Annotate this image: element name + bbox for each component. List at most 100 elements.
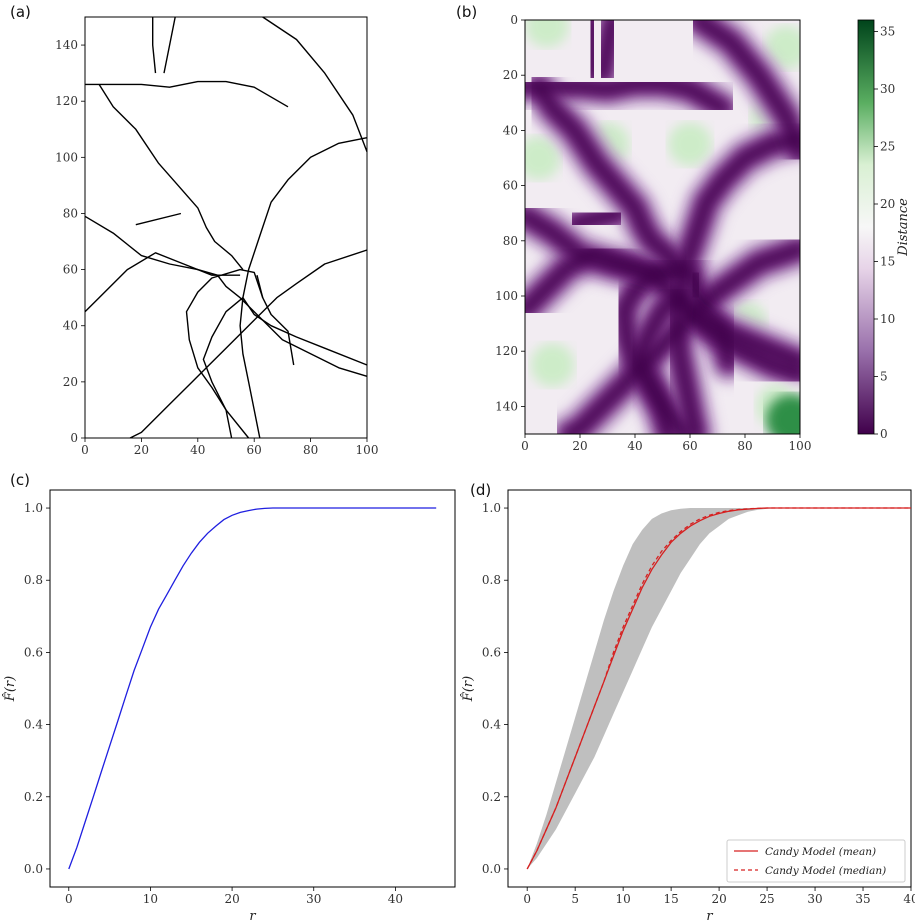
crack-segment [98, 84, 244, 271]
crack-segment [202, 297, 368, 439]
panel-label-c: (c) [10, 471, 30, 489]
x-tick-label: 40 [903, 892, 915, 906]
crack-segment [262, 16, 368, 152]
colorbar-tick-label: 30 [880, 82, 895, 96]
heatmap-ridge [586, 20, 599, 81]
heatmap-ridge [687, 268, 704, 301]
heatmap-ridge [569, 208, 624, 230]
x-tick-label: 0 [81, 443, 89, 457]
y-tick-label: 0.6 [482, 645, 501, 659]
crack-segment [185, 268, 295, 439]
colorbar-tick-label: 20 [880, 197, 895, 211]
y-tick-label: 0.2 [24, 790, 43, 804]
x-tick-label: 40 [190, 443, 205, 457]
heatmap-far-patch [668, 122, 712, 167]
crack-segment [129, 249, 368, 439]
y-tick-label: 20 [63, 375, 78, 389]
y-tick-label: 140 [55, 38, 78, 52]
y-tick-label: 1.0 [24, 501, 43, 515]
x-axis-label: r [706, 909, 713, 924]
x-tick-label: 100 [356, 443, 379, 457]
x-tick-label: 5 [571, 892, 579, 906]
heatmap-layer [525, 20, 800, 434]
x-tick-label: 80 [737, 439, 752, 453]
heatmap-peak [765, 394, 800, 434]
panel-d-chart: 0 5 10 15 20 25 30 35 40 0.0 0.2 0.4 0.6 0.8 1.0 r F̂(r) [460, 489, 915, 924]
crack-segment [256, 275, 264, 298]
plot-frame [524, 19, 801, 435]
heatmap-ridge [525, 78, 728, 114]
crack-segment [163, 16, 176, 74]
y-tick-label: 0.0 [24, 862, 43, 876]
y-tick-label: 0.8 [24, 573, 43, 587]
x-tick-label: 100 [789, 439, 812, 453]
y-tick-label: 40 [63, 319, 78, 333]
y-axis-label: F̂(r) [2, 676, 18, 702]
colorbar-tick-label: 15 [880, 255, 895, 269]
heatmap-ridge [533, 81, 684, 274]
x-tick-label: 10 [616, 892, 631, 906]
panel-b-distance-map: 0 20 40 60 80 100 0 20 40 60 80 100 120 140 [495, 13, 812, 453]
heatmap-ridge [597, 20, 618, 81]
x-tick-label: 0 [65, 892, 73, 906]
crack-segment [239, 137, 368, 439]
y-tick-label: 60 [63, 263, 78, 277]
crack-segment [84, 252, 241, 313]
y-tick-label: 100 [55, 150, 78, 164]
legend-entry-median: Candy Model (median) [765, 865, 886, 877]
x-tick-label: 15 [663, 892, 678, 906]
crack-segment [152, 17, 157, 74]
heatmap-ridge [693, 20, 800, 158]
y-tick-label: 120 [495, 344, 518, 358]
panel-c-chart: 0 10 20 30 40 0.0 0.2 0.4 0.6 0.8 1.0 r F̂(r) [2, 489, 456, 924]
x-axis-label: r [249, 909, 256, 924]
panel-label-a: (a) [10, 3, 31, 21]
x-tick-label: 0 [521, 439, 529, 453]
y-tick-label: 0.4 [24, 718, 43, 732]
heatmap-far-patch [525, 136, 561, 180]
colorbar-tick-label: 0 [880, 427, 888, 441]
series-line-median [526, 507, 911, 870]
panel-label-b: (b) [456, 3, 477, 21]
y-tick-label: 0.6 [24, 645, 43, 659]
y-tick-label: 40 [503, 123, 518, 137]
legend-box [726, 839, 906, 883]
x-tick-label: 80 [303, 443, 318, 457]
y-tick-label: 80 [63, 206, 78, 220]
x-tick-label: 40 [388, 892, 403, 906]
panel-label-d: (d) [470, 481, 491, 499]
heatmap-far-patch [525, 20, 569, 48]
crack-segment [84, 215, 368, 377]
y-tick-label: 120 [55, 94, 78, 108]
y-axis-label: F̂(r) [460, 676, 476, 702]
colorbar: Distance 0 5 10 15 20 25 30 35 [857, 19, 911, 441]
x-tick-label: 30 [306, 892, 321, 906]
colorbar-tick-label: 10 [880, 312, 895, 326]
x-tick-label: 30 [807, 892, 822, 906]
x-tick-label: 10 [143, 892, 158, 906]
y-tick-label: 0.4 [482, 718, 501, 732]
plot-frame [84, 16, 368, 439]
x-tick-label: 20 [572, 439, 587, 453]
colorbar-label: Distance [896, 198, 911, 257]
y-tick-label: 140 [495, 399, 518, 413]
y-tick-label: 0.8 [482, 573, 501, 587]
plot-frame [49, 489, 456, 888]
colorbar-tick-label: 35 [880, 25, 895, 39]
heatmap-ridge [635, 291, 800, 434]
colorbar-tick-label: 5 [880, 370, 888, 384]
x-tick-label: 35 [855, 892, 870, 906]
y-tick-label: 0 [510, 13, 518, 27]
x-tick-label: 20 [224, 892, 239, 906]
x-tick-label: 40 [627, 439, 642, 453]
x-tick-label: 25 [759, 892, 774, 906]
series-line [68, 507, 437, 870]
x-tick-label: 20 [711, 892, 726, 906]
y-tick-label: 100 [495, 289, 518, 303]
legend: Candy Model (mean) Candy Model (median) [726, 839, 906, 883]
heatmap-far-patch [530, 343, 575, 387]
y-tick-label: 0.0 [482, 862, 501, 876]
y-tick-label: 0 [70, 431, 78, 445]
x-tick-label: 60 [247, 443, 262, 457]
